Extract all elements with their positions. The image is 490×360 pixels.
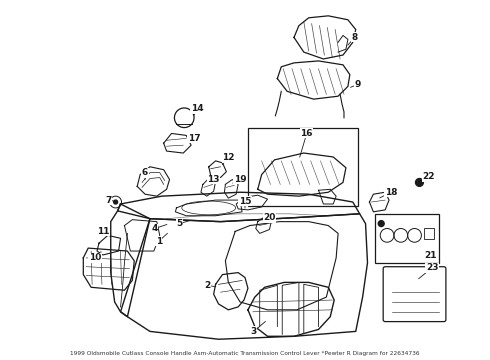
Circle shape xyxy=(378,221,384,226)
Text: 2: 2 xyxy=(205,281,211,290)
Text: 1999 Oldsmobile Cutlass Console Handle Asm-Automatic Transmission Control Lever : 1999 Oldsmobile Cutlass Console Handle A… xyxy=(70,351,420,356)
Bar xyxy=(375,214,439,263)
Text: 22: 22 xyxy=(422,172,435,181)
Text: 5: 5 xyxy=(176,219,182,228)
Text: 20: 20 xyxy=(263,213,276,222)
Text: 1: 1 xyxy=(156,237,162,246)
Text: 19: 19 xyxy=(234,175,246,184)
Text: 17: 17 xyxy=(188,134,200,143)
Text: 10: 10 xyxy=(89,253,101,262)
Text: 4: 4 xyxy=(151,224,158,233)
Text: 16: 16 xyxy=(300,129,313,138)
Text: 23: 23 xyxy=(426,263,439,272)
Text: 15: 15 xyxy=(239,197,251,206)
Text: 9: 9 xyxy=(354,80,361,89)
Text: 6: 6 xyxy=(142,168,148,177)
Text: 18: 18 xyxy=(385,188,397,197)
Text: 13: 13 xyxy=(207,175,220,184)
Text: 11: 11 xyxy=(97,227,109,236)
Text: 3: 3 xyxy=(251,327,257,336)
Bar xyxy=(424,228,434,239)
Text: 14: 14 xyxy=(191,104,203,113)
Circle shape xyxy=(114,200,118,204)
Text: 21: 21 xyxy=(424,251,437,260)
Text: 7: 7 xyxy=(105,195,112,204)
Text: 8: 8 xyxy=(352,33,358,42)
Text: 12: 12 xyxy=(222,153,235,162)
Bar xyxy=(248,127,358,206)
Circle shape xyxy=(416,179,423,186)
